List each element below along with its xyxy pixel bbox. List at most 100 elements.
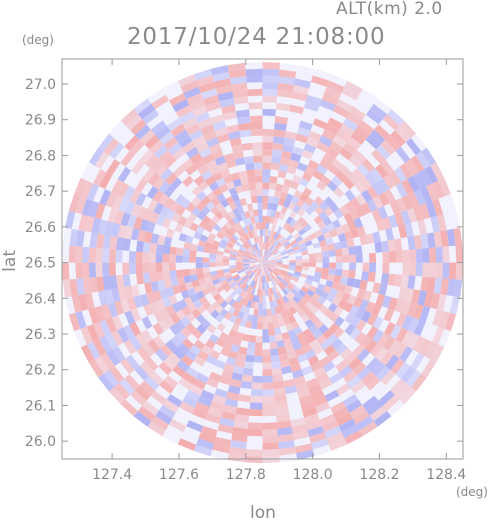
radar-cell xyxy=(256,195,263,203)
y-tick-label: 26.7 xyxy=(25,184,56,200)
radar-cell xyxy=(249,409,263,417)
radar-cell xyxy=(325,237,334,246)
axis-ticks: 127.4 127.6 127.8 128.0 128.2 128.426.026.126… xyxy=(25,59,466,483)
radar-cell xyxy=(326,180,339,192)
radar-cell xyxy=(415,262,423,277)
radar-cell xyxy=(268,182,277,191)
radar-cell xyxy=(149,211,160,224)
radar-cell xyxy=(321,93,339,106)
radar-cell xyxy=(432,326,445,345)
radar-cell xyxy=(240,274,248,280)
radar-cell xyxy=(242,243,249,250)
radar-cell xyxy=(249,263,256,266)
radar-cell xyxy=(198,432,216,444)
radar-cell xyxy=(239,129,252,138)
radar-cell xyxy=(170,177,183,190)
radar-cell xyxy=(428,247,437,263)
radar-cell xyxy=(289,306,297,315)
radar-cell xyxy=(215,258,223,263)
radar-cell xyxy=(339,165,353,178)
radar-cell xyxy=(232,89,248,98)
radar-cell xyxy=(233,420,249,429)
radar-cell xyxy=(218,276,227,283)
radar-cell xyxy=(302,266,310,271)
radar-cell xyxy=(297,239,305,246)
radar-cell xyxy=(413,304,424,320)
radar-cell xyxy=(231,284,239,291)
radar-cell xyxy=(242,260,250,263)
radar-cell xyxy=(215,177,226,188)
radar-cell xyxy=(88,307,100,325)
radar-cell xyxy=(159,205,170,218)
radar-cell xyxy=(172,99,190,113)
radar-cell xyxy=(301,149,314,160)
radar-cell xyxy=(332,296,342,306)
radar-cell xyxy=(158,319,170,332)
radar-cell xyxy=(135,251,143,263)
radar-cell xyxy=(378,283,388,296)
radar-cell xyxy=(209,114,225,125)
radar-cell xyxy=(261,255,263,263)
radar-cell xyxy=(202,262,210,268)
radar-cell xyxy=(268,244,273,251)
radar-cell xyxy=(388,339,402,355)
radar-cell xyxy=(402,249,410,263)
radar-cell xyxy=(323,344,336,356)
radar-cell xyxy=(245,292,252,301)
radar-cell xyxy=(282,303,290,311)
radar-cell xyxy=(201,205,211,216)
radar-cell xyxy=(352,278,362,289)
radar-cell xyxy=(303,282,311,290)
radar-cell xyxy=(381,240,389,253)
radar-cell xyxy=(310,75,329,87)
radar-cell xyxy=(401,194,414,210)
radar-cell xyxy=(245,320,253,329)
radar-cell xyxy=(375,365,391,381)
radar-cell xyxy=(275,183,284,192)
radar-cell xyxy=(337,232,347,242)
radar-cell xyxy=(193,339,205,351)
radar-cell xyxy=(300,202,310,212)
radar-cell xyxy=(219,375,232,386)
radar-cell xyxy=(253,229,258,237)
radar-cell xyxy=(185,202,196,213)
radar-cell xyxy=(304,278,313,286)
radar-cell xyxy=(229,226,237,235)
radar-cell xyxy=(175,105,192,118)
radar-cell xyxy=(320,175,332,186)
radar-cell xyxy=(228,329,238,338)
radar-cell xyxy=(262,355,272,363)
radar-cell xyxy=(390,378,406,395)
radar-cell xyxy=(305,309,315,319)
radar-cell xyxy=(257,258,263,263)
radar-cell xyxy=(341,424,360,439)
radar-cell xyxy=(208,371,222,382)
radar-cell xyxy=(243,254,251,258)
radar-cell xyxy=(355,319,367,332)
radar-cell xyxy=(245,449,263,457)
radar-cell xyxy=(230,344,240,353)
radar-cell xyxy=(305,137,319,148)
radar-cell xyxy=(262,282,265,290)
radar-cell xyxy=(274,394,287,403)
radar-cell xyxy=(257,282,261,290)
radar-cell xyxy=(271,367,283,376)
radar-cell xyxy=(267,321,275,330)
radar-cell xyxy=(223,248,232,254)
radar-cell xyxy=(300,313,310,323)
radar-cell xyxy=(111,288,121,303)
radar-cell xyxy=(390,358,405,375)
radar-cell xyxy=(344,323,356,336)
radar-cell xyxy=(106,159,121,176)
radar-cell xyxy=(200,425,218,437)
radar-cell xyxy=(428,262,437,278)
radar-cell xyxy=(214,127,228,137)
radar-cell xyxy=(309,339,320,350)
radar-cell xyxy=(399,162,413,179)
radar-cell xyxy=(215,305,224,314)
radar-cell xyxy=(191,185,203,197)
radar-cell xyxy=(341,269,350,278)
radar-cell xyxy=(257,262,263,267)
radar-cell xyxy=(255,268,260,275)
radar-cell xyxy=(256,250,261,257)
